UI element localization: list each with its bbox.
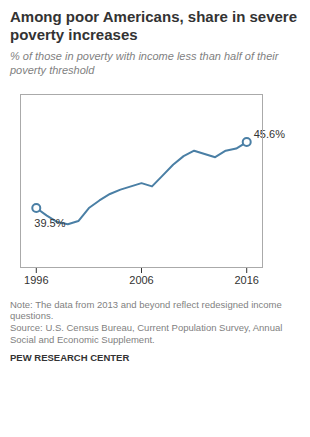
html-text:PEW RESEARCH CENTER: PEW RESEARCH CENTER — [10, 352, 130, 363]
svg-text:1996: 1996 — [24, 274, 48, 286]
svg-text:2006: 2006 — [129, 274, 153, 286]
html-text:% of those in poverty with inc: % of those in poverty with income less t… — [10, 50, 279, 76]
html-text:Among poor Americans, share in: Among poor Americans, share in severe po… — [10, 8, 297, 43]
svg-text:2016: 2016 — [234, 274, 258, 286]
svg-text:39.5%: 39.5% — [34, 216, 65, 228]
html-text:Note: The data from 2013 and b: Note: The data from 2013 and beyond refl… — [10, 298, 283, 346]
svg-text:45.6%: 45.6% — [254, 127, 285, 139]
